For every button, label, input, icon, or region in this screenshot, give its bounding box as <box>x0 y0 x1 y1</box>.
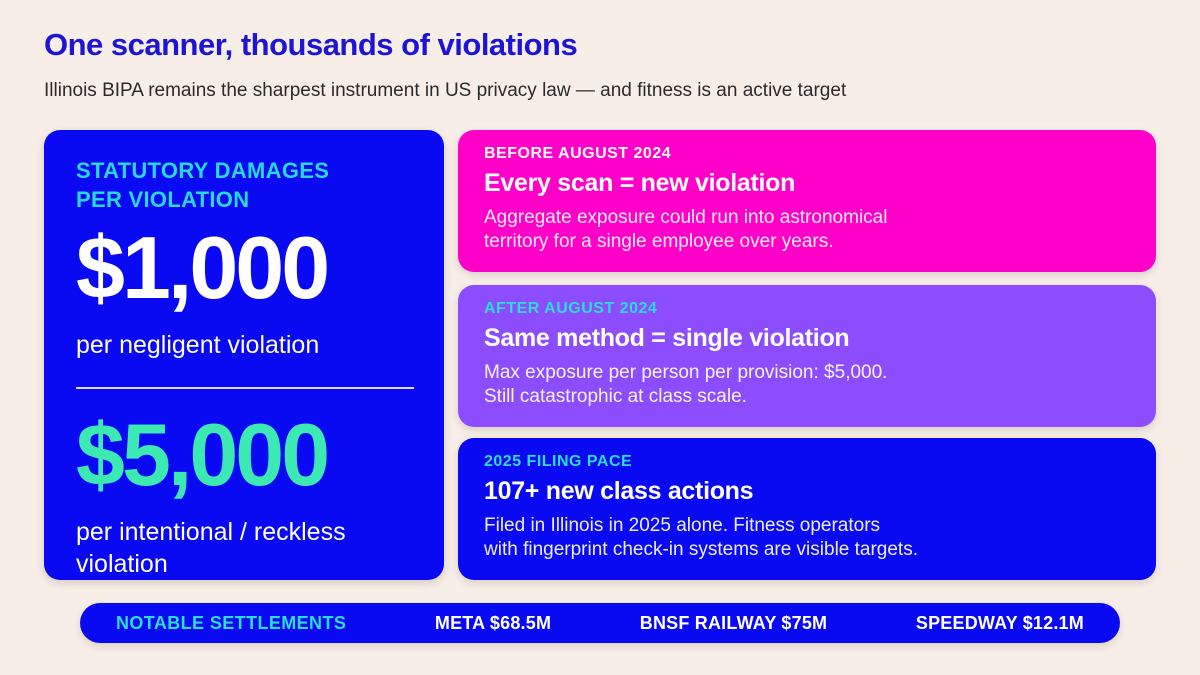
negligent-amount: $1,000 <box>76 218 330 318</box>
damages-card-label-line1: STATUTORY DAMAGES <box>76 158 330 183</box>
card-body-line1: Max exposure per person per provision: $… <box>484 362 888 383</box>
card-body-line2: with fingerprint check-in systems are vi… <box>484 538 918 560</box>
damages-divider <box>76 387 414 390</box>
statutory-damages-card: STATUTORY DAMAGES PER VIOLATION $1,000 p… <box>44 130 444 580</box>
card-body: Max exposure per person per provision: $… <box>484 361 1130 409</box>
timeline-card-2025-filing-pace: 2025 FILING PACE 107+ new class actions … <box>458 438 1156 580</box>
card-headline: Every scan = new violation <box>484 169 796 197</box>
card-body-line1: Filed in Illinois in 2025 alone. Fitness… <box>484 515 881 536</box>
card-body-line1: Aggregate exposure could run into astron… <box>484 207 888 228</box>
card-body: Filed in Illinois in 2025 alone. Fitness… <box>484 514 1130 562</box>
card-body: Aggregate exposure could run into astron… <box>484 206 1130 254</box>
settlement-item-bnsf: BNSF RAILWAY $75M <box>639 612 828 633</box>
card-tag: BEFORE AUGUST 2024 <box>484 145 672 162</box>
card-body-line2: territory for a single employee over yea… <box>484 230 834 252</box>
notable-settlements-bar: NOTABLE SETTLEMENTS META $68.5M BNSF RAI… <box>80 603 1120 643</box>
damages-card-label-line2: PER VIOLATION <box>76 187 250 213</box>
damages-card-label: STATUTORY DAMAGES PER VIOLATION <box>76 156 412 214</box>
timeline-card-before-august-2024: BEFORE AUGUST 2024 Every scan = new viol… <box>458 130 1156 272</box>
card-tag: AFTER AUGUST 2024 <box>484 300 658 317</box>
settlements-label: NOTABLE SETTLEMENTS <box>116 612 347 633</box>
settlement-item-speedway: SPEEDWAY $12.1M <box>915 612 1084 633</box>
card-headline: Same method = single violation <box>484 324 850 352</box>
negligent-amount-description: per negligent violation <box>76 331 320 360</box>
timeline-card-after-august-2024: AFTER AUGUST 2024 Same method = single v… <box>458 285 1156 427</box>
intentional-amount-description: per intentional / reckless violation <box>76 518 346 578</box>
settlement-item-meta: META $68.5M <box>434 612 552 633</box>
card-body-line2: Still catastrophic at class scale. <box>484 385 747 407</box>
card-tag: 2025 FILING PACE <box>484 453 633 470</box>
page-title: One scanner, thousands of violations <box>44 27 578 62</box>
card-headline: 107+ new class actions <box>484 477 754 505</box>
intentional-amount: $5,000 <box>76 405 330 505</box>
page-subtitle: Illinois BIPA remains the sharpest instr… <box>44 80 847 101</box>
